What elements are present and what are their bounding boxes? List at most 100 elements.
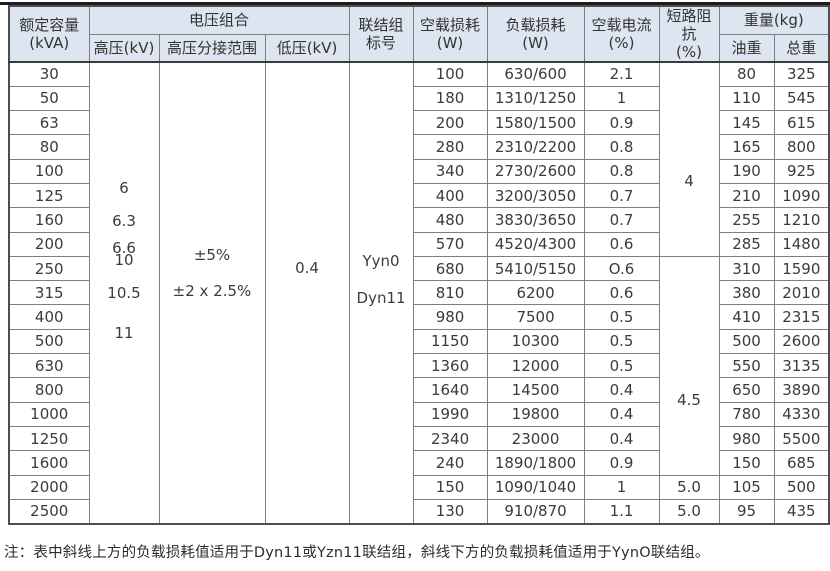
impedance-value: 4.5 [677,390,701,409]
table-row: 125 400 3200/3050 0.7 210 1090 [8,182,830,209]
cell-load-loss: 2730/2600 [486,158,585,184]
cell-oil-weight: 980 [718,425,775,452]
cell-capacity: 2000 [8,474,90,500]
header-connection-line1: 联结组 [358,16,404,34]
cell-no-load-current: 0.5 [583,353,660,379]
cell-load-loss: 630/600 [486,61,585,87]
cell-capacity: 250 [8,255,90,282]
cell-load-loss: 4520/4300 [486,231,585,257]
table-row: 63 200 1580/1500 0.9 145 615 [8,110,830,136]
cell-load-loss: 5410/5150 [486,255,585,282]
cell-capacity: 630 [8,353,90,379]
table-row: 50 180 1310/1250 1 110 545 [8,85,830,112]
table-row: 30 6 6.3 6.6 10 10.5 11 ±5% ±2 x 2.5% 0.… [8,61,830,525]
header-impedance-line1: 短路阻抗 [666,7,712,43]
cell-no-load-current: 0.9 [583,450,660,476]
cell-no-load-loss: 400 [412,182,488,209]
cell-no-load-loss: 280 [412,134,488,160]
cell-no-load-loss: 2340 [412,425,488,452]
cell-load-loss: 1090/1040 [486,474,585,500]
cell-impedance: 5.0 [658,498,720,525]
table-row: 2000 150 1090/1040 1 5.0 105 500 [8,474,830,500]
cell-capacity: 800 [8,377,90,403]
cell-no-load-current: 0.9 [583,110,660,136]
cell-no-load-loss: 980 [412,304,488,330]
cell-capacity: 160 [8,207,90,233]
header-connection: 联结组 标号 [348,5,414,63]
cell-total-weight: 2600 [773,328,830,355]
cell-total-weight: 2315 [773,304,830,330]
cell-no-load-loss: 1990 [412,401,488,427]
cell-total-weight: 500 [773,474,830,500]
cell-load-loss: 3830/3650 [486,207,585,233]
hv-value: 6 [119,179,129,197]
cell-no-load-current: 0.7 [583,182,660,209]
header-load-loss: 负载损耗 (W) [486,5,585,63]
cell-no-load-current: 0.4 [583,401,660,427]
cell-no-load-current: 1 [583,85,660,112]
cell-no-load-loss: 340 [412,158,488,184]
connection-value: Yyn0 [362,252,400,270]
header-capacity-line2: (kVA) [29,34,70,52]
top-rule [0,2,830,5]
cell-capacity: 315 [8,280,90,306]
cell-oil-weight: 650 [718,377,775,403]
cell-oil-weight: 165 [718,134,775,160]
cell-oil-weight: 110 [718,85,775,112]
header-no-load-current-line2: (%) [608,34,635,52]
cell-total-weight: 800 [773,134,830,160]
cell-load-loss: 2310/2200 [486,134,585,160]
table-row: 80 280 2310/2200 0.8 165 800 [8,134,830,160]
cell-capacity: 63 [8,110,90,136]
cell-total-weight: 435 [773,498,830,525]
cell-total-weight: 5500 [773,425,830,452]
header-tap-range: 高压分接范围 [158,33,266,63]
cell-load-loss: 1890/1800 [486,450,585,476]
cell-total-weight: 1090 [773,182,830,209]
cell-capacity: 200 [8,231,90,257]
header-oil-weight: 油重 [718,33,775,63]
cell-no-load-loss: 180 [412,85,488,112]
cell-no-load-current: 0.8 [583,134,660,160]
cell-capacity: 30 [8,61,90,87]
hv-value: 6.3 [112,212,136,230]
table-row: 630 1360 12000 0.5 550 3135 [8,353,830,379]
table-row: 1000 1990 19800 0.4 780 4330 [8,401,830,427]
table-row: 800 1640 14500 0.4 650 3890 [8,377,830,403]
cell-no-load-current: 0.4 [583,425,660,452]
cell-total-weight: 2010 [773,280,830,306]
cell-oil-weight: 550 [718,353,775,379]
cell-load-loss: 1580/1500 [486,110,585,136]
cell-no-load-current: 0.6 [583,280,660,306]
table-body: 30 6 6.3 6.6 10 10.5 11 ±5% ±2 x 2.5% 0.… [8,61,830,525]
impedance-value: 4 [684,172,694,190]
header-total-weight: 总重 [773,33,830,63]
cell-load-loss: 23000 [486,425,585,452]
cell-no-load-current: 1 [583,474,660,500]
cell-oil-weight: 190 [718,158,775,184]
header-no-load-current: 空载电流 (%) [583,5,660,63]
cell-total-weight: 545 [773,85,830,112]
header-voltage-group: 电压组合 [88,5,350,35]
cell-capacity: 2500 [8,498,90,525]
cell-load-loss: 12000 [486,353,585,379]
hv-value: 10.5 [107,284,141,302]
header-no-load-loss-line2: (W) [436,34,464,52]
header-lv: 低压(kV) [264,33,350,63]
hv-value: 6.6 [112,239,136,257]
cell-no-load-loss: 240 [412,450,488,476]
cell-total-weight: 3890 [773,377,830,403]
header-load-loss-line2: (W) [522,34,549,52]
cell-no-load-loss: 100 [412,61,488,87]
cell-load-loss: 10300 [486,328,585,355]
header-no-load-loss-line1: 空载损耗 [420,16,481,34]
cell-capacity: 1250 [8,425,90,452]
cell-no-load-current: 1.1 [583,498,660,525]
cell-no-load-loss: 130 [412,498,488,525]
header-impedance: 短路阻抗 (%) [658,5,720,63]
cell-oil-weight: 145 [718,110,775,136]
tap-value: ±5% [193,246,231,264]
cell-no-load-current: 0.5 [583,328,660,355]
cell-no-load-loss: 1360 [412,353,488,379]
cell-load-loss: 14500 [486,377,585,403]
